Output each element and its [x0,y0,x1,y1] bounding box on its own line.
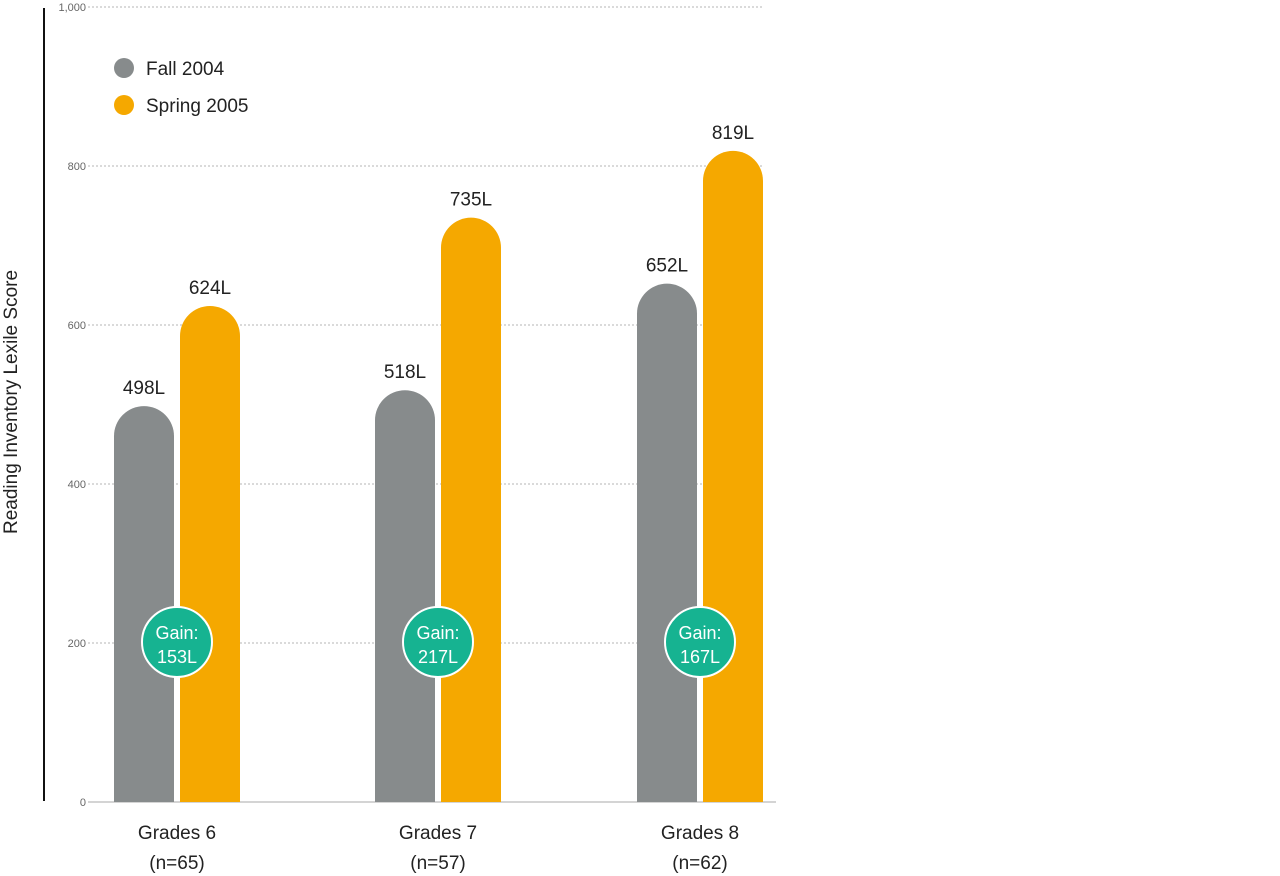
bar-value-label: 819L [712,123,754,144]
y-tick-label: 800 [68,161,86,173]
legend-swatch [114,58,134,78]
category-label: Grades 8 [661,823,739,844]
gain-title: Gain: [155,623,198,643]
bar [114,406,174,802]
y-tick-label: 0 [80,797,86,809]
bar-value-label: 498L [123,378,165,399]
gain-badge [402,606,474,678]
gain-value: 167L [680,647,720,667]
category-label: Grades 6 [138,823,216,844]
bar-value-label: 735L [450,190,492,211]
bar [375,390,435,802]
y-tick-label: 200 [68,638,86,650]
category-label: Grades 7 [399,823,477,844]
y-tick-label: 1,000 [58,2,86,14]
legend-entry: Spring 2005 [146,96,248,117]
gain-title: Gain: [678,623,721,643]
gain-value: 153L [157,647,197,667]
y-tick-label: 400 [68,479,86,491]
y-axis-label: Reading Inventory Lexile Score [1,270,22,534]
bar [703,150,763,802]
category-sample-size: (n=62) [672,853,727,874]
category-sample-size: (n=65) [149,853,204,874]
gain-badges: Gain: 153L Gain: 217L Gain: 167L [141,606,736,678]
gain-title: Gain: [416,623,459,643]
y-tick-label: 600 [68,320,86,332]
category-sample-size: (n=57) [410,853,465,874]
bar [180,305,240,802]
legend: Fall 2004 Spring 2005 [114,58,248,117]
gain-badge [664,606,736,678]
gain-value: 217L [418,647,458,667]
gain-badge [141,606,213,678]
bar [637,283,697,802]
legend-entry: Fall 2004 [146,59,225,80]
bar-value-label: 518L [384,362,426,383]
category-labels: Grades 6 (n=65) Grades 7 (n=57) Grades 8 (n=6… [138,823,739,874]
legend-swatch [114,95,134,115]
bars [114,150,763,803]
bar [441,217,501,803]
y-axis-ticks: 0 200 400 600 800 1,000 [58,2,86,809]
bar-value-label: 652L [646,256,688,277]
bar-value-label: 624L [189,278,231,299]
value-labels: 498L 518L 652L 624L 735L 819L [123,123,754,399]
